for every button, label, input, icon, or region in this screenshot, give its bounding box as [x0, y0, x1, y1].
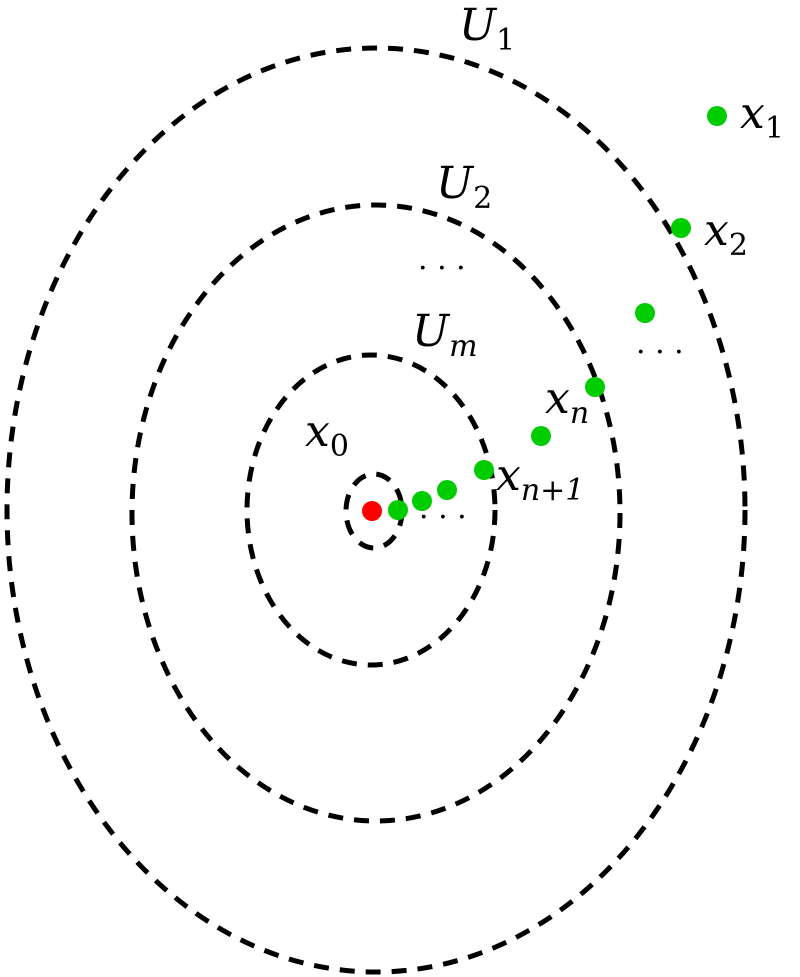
neighborhood-U1	[4, 45, 748, 975]
label-x0: x0	[305, 406, 349, 464]
label-xn1: xn+1	[496, 450, 584, 508]
label-x2: x2	[704, 205, 748, 263]
point-x-near-2	[412, 491, 432, 511]
point-xn1	[474, 460, 494, 480]
neighborhood-U2	[129, 202, 623, 824]
label-U1: U1	[459, 0, 515, 58]
label-xn: xn	[545, 373, 589, 431]
label-Um: Um	[412, 306, 478, 364]
ellipsis-right: · · ·	[636, 335, 684, 370]
point-x2	[671, 218, 691, 238]
neighborhood-Um	[244, 352, 498, 668]
point-x0	[362, 501, 382, 521]
point-x-between	[531, 426, 551, 446]
point-x3	[635, 303, 655, 323]
point-xn	[585, 377, 605, 397]
ellipsis-U2: · · ·	[418, 251, 466, 286]
label-x1: x1	[740, 88, 784, 146]
sequence-points	[388, 106, 727, 520]
label-U2: U2	[436, 158, 492, 216]
point-x1	[707, 106, 727, 126]
point-x-near-3	[437, 480, 457, 500]
point-x-near-1	[388, 500, 408, 520]
